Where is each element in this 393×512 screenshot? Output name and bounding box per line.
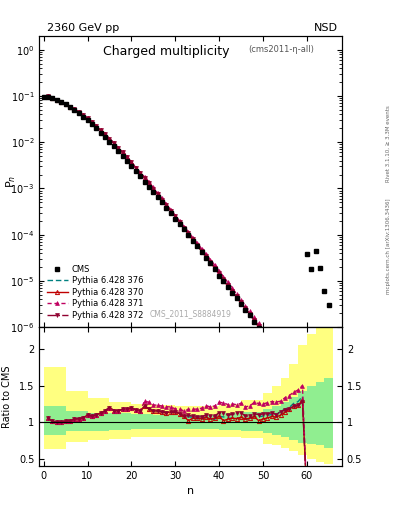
- Pythia 6.428 376: [287, 365, 292, 371]
- Pythia 6.428 372: [287, 365, 292, 371]
- Pythia 6.428 372: [327, 422, 331, 429]
- CMS: [164, 205, 169, 211]
- Text: (cms2011-η-all): (cms2011-η-all): [248, 45, 314, 54]
- Text: 2360 GeV pp: 2360 GeV pp: [47, 23, 119, 33]
- Pythia 6.428 371: [287, 362, 292, 368]
- Text: CMS_2011_S8884919: CMS_2011_S8884919: [150, 309, 231, 318]
- Pythia 6.428 370: [129, 159, 134, 165]
- Text: Charged multiplicity: Charged multiplicity: [103, 45, 230, 57]
- Pythia 6.428 372: [46, 93, 50, 99]
- Pythia 6.428 371: [46, 93, 50, 99]
- CMS: [265, 337, 270, 343]
- Pythia 6.428 370: [191, 237, 195, 243]
- Pythia 6.428 370: [46, 93, 50, 99]
- Pythia 6.428 371: [129, 159, 134, 165]
- Pythia 6.428 376: [327, 419, 331, 425]
- Pythia 6.428 376: [318, 407, 322, 413]
- Pythia 6.428 371: [112, 140, 116, 146]
- Line: CMS: CMS: [41, 95, 331, 394]
- Line: Pythia 6.428 376: Pythia 6.428 376: [48, 96, 329, 422]
- CMS: [41, 94, 46, 100]
- Pythia 6.428 371: [164, 201, 169, 207]
- Line: Pythia 6.428 372: Pythia 6.428 372: [46, 94, 331, 428]
- Line: Pythia 6.428 371: Pythia 6.428 371: [46, 94, 331, 422]
- CMS: [309, 266, 314, 272]
- Pythia 6.428 372: [112, 140, 116, 146]
- Pythia 6.428 370: [318, 409, 322, 415]
- X-axis label: n: n: [187, 486, 194, 496]
- Pythia 6.428 370: [164, 202, 169, 208]
- CMS: [327, 302, 331, 308]
- Pythia 6.428 376: [112, 140, 116, 146]
- Pythia 6.428 371: [318, 406, 322, 412]
- CMS: [300, 389, 305, 395]
- Pythia 6.428 372: [191, 236, 195, 242]
- Pythia 6.428 376: [164, 202, 169, 208]
- Text: NSD: NSD: [314, 23, 338, 33]
- CMS: [129, 163, 134, 169]
- Y-axis label: Ratio to CMS: Ratio to CMS: [2, 365, 12, 428]
- Text: Rivet 3.1.10, ≥ 3.3M events: Rivet 3.1.10, ≥ 3.3M events: [386, 105, 391, 182]
- Legend: CMS, Pythia 6.428 376, Pythia 6.428 370, Pythia 6.428 371, Pythia 6.428 372: CMS, Pythia 6.428 376, Pythia 6.428 370,…: [44, 261, 147, 323]
- Y-axis label: P$_n$: P$_n$: [4, 175, 18, 188]
- Pythia 6.428 372: [164, 202, 169, 208]
- Line: Pythia 6.428 370: Pythia 6.428 370: [46, 94, 331, 426]
- CMS: [63, 101, 68, 108]
- Pythia 6.428 376: [191, 237, 195, 243]
- Pythia 6.428 370: [112, 140, 116, 146]
- CMS: [112, 143, 116, 150]
- Pythia 6.428 371: [191, 234, 195, 241]
- Pythia 6.428 370: [287, 365, 292, 371]
- Pythia 6.428 372: [129, 159, 134, 165]
- Pythia 6.428 376: [129, 159, 134, 165]
- Text: mcplots.cern.ch [arXiv:1306.3436]: mcplots.cern.ch [arXiv:1306.3436]: [386, 198, 391, 293]
- Pythia 6.428 371: [327, 418, 331, 424]
- Pythia 6.428 370: [327, 421, 331, 427]
- Pythia 6.428 376: [46, 93, 50, 99]
- Pythia 6.428 372: [318, 410, 322, 416]
